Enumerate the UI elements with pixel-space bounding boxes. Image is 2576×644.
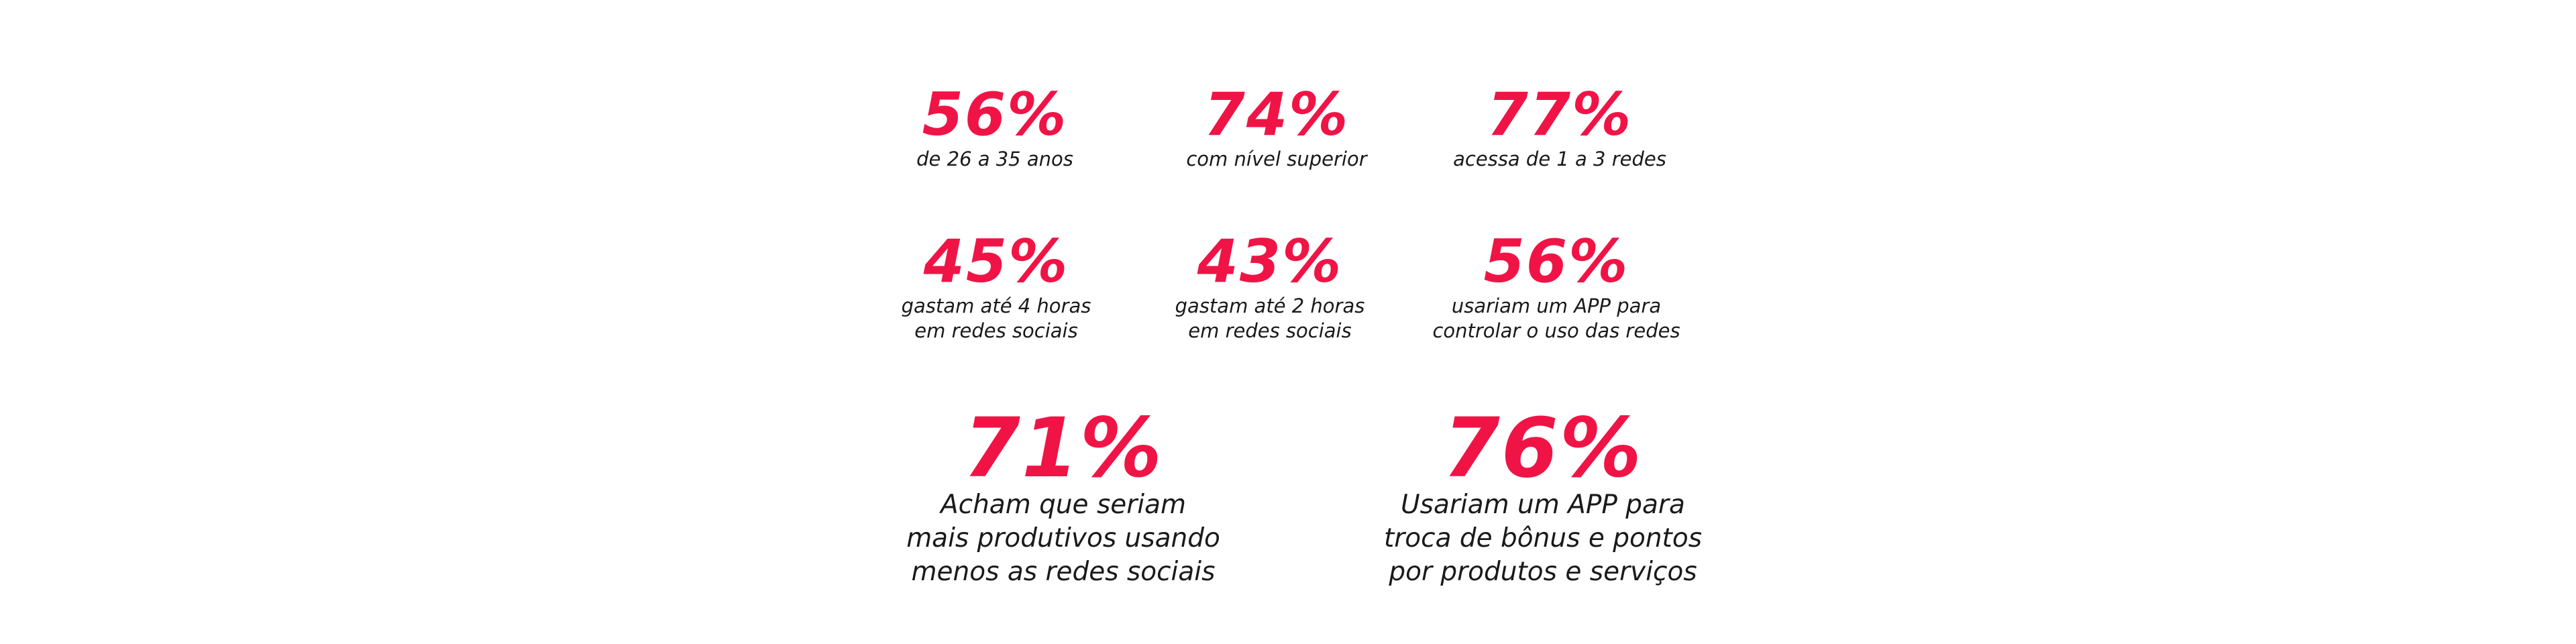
stat-percentage: 45% xyxy=(923,227,1069,296)
highlight-percentage: 76% xyxy=(1442,400,1644,496)
highlight-description-line-2: mais produtivos usando xyxy=(906,523,1220,553)
stat-networks-accessed: 77% acessa de 1 a 3 redes xyxy=(1453,85,1666,172)
highlight-percentage: 71% xyxy=(963,400,1163,496)
stat-percentage: 56% xyxy=(1483,227,1629,296)
stat-percentage: 77% xyxy=(1487,80,1633,149)
stat-description-line-1: gastam até 2 horas xyxy=(1175,294,1365,317)
highlight-description-line-1: Usariam um APP para xyxy=(1401,490,1685,520)
stat-description: com nível superior xyxy=(1186,148,1367,170)
stat-education: 74% com nível superior xyxy=(1186,85,1366,172)
stat-description: de 26 a 35 anos xyxy=(916,148,1073,170)
highlight-description-line-3: por produtos e serviços xyxy=(1389,557,1697,587)
stat-four-hours: 45% gastam até 4 horas em redes sociais xyxy=(902,232,1091,343)
stat-description-line-2: em redes sociais xyxy=(1188,319,1352,342)
stat-age: 56% de 26 a 35 anos xyxy=(916,85,1073,172)
stat-description-line-2: em redes sociais xyxy=(914,319,1078,342)
stat-percentage: 43% xyxy=(1197,227,1343,296)
stat-percentage: 74% xyxy=(1203,80,1350,149)
highlight-description-line-2: troca de bônus e pontos xyxy=(1383,523,1703,553)
stat-control-app: 56% usariam um APP para controlar o uso … xyxy=(1432,232,1680,343)
highlight-productivity: 71% Acham que seriam mais produtivos usa… xyxy=(906,400,1220,589)
stat-description-line-2: controlar o uso das redes xyxy=(1432,319,1680,342)
stat-description-line-1: usariam um APP para xyxy=(1451,294,1662,317)
stat-percentage: 56% xyxy=(922,80,1068,149)
highlight-description-line-3: menos as redes sociais xyxy=(911,557,1216,587)
stat-description-line-1: gastam até 4 horas xyxy=(901,294,1091,317)
stat-two-hours: 43% gastam até 2 horas em redes sociais xyxy=(1175,232,1365,343)
highlight-rewards-app: 76% Usariam um APP para troca de bônus e… xyxy=(1383,400,1703,589)
stat-description: acessa de 1 a 3 redes xyxy=(1453,148,1666,170)
highlight-description-line-1: Acham que seriam xyxy=(940,490,1187,520)
